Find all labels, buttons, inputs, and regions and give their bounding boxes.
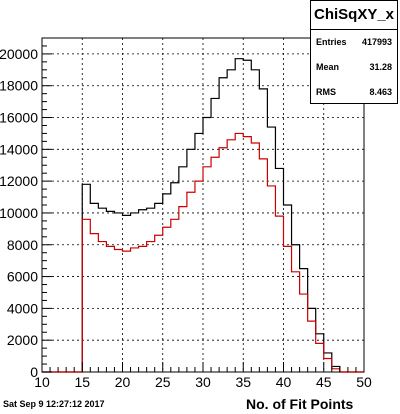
stats-mean-row: Mean 31.28 — [316, 62, 392, 72]
stats-title: ChiSqXY_x — [311, 1, 397, 30]
y-tick-label: 2000 — [7, 332, 38, 348]
y-tick-label: 16000 — [0, 110, 38, 126]
stats-entries-value: 417993 — [361, 37, 392, 47]
y-tick-label: 6000 — [7, 269, 38, 285]
y-tick-label: 20000 — [0, 46, 38, 62]
histogram-series — [42, 58, 364, 373]
x-tick-label: 50 — [356, 374, 372, 390]
x-tick-label: 30 — [195, 374, 211, 390]
x-tick-label: 45 — [316, 374, 332, 390]
stats-entries-row: Entries 417993 — [316, 37, 392, 47]
x-tick-label: 20 — [115, 374, 131, 390]
y-tick-label: 4000 — [7, 300, 38, 316]
axes: 10 15 20 25 30 35 40 45 50 0 2000 4000 6000 8000 10000… — [0, 37, 372, 390]
y-tick-label: 8000 — [7, 237, 38, 253]
y-tick-label: 10000 — [0, 205, 38, 221]
y-tick-label: 12000 — [0, 173, 38, 189]
stats-entries-label: Entries — [316, 37, 347, 47]
stats-rms-label: RMS — [316, 87, 336, 97]
x-tick-label: 25 — [155, 374, 171, 390]
histogram-series-2 — [42, 132, 364, 373]
stats-rms-value: 8.463 — [369, 87, 392, 97]
y-tick-label: 18000 — [0, 78, 38, 94]
x-tick-label: 15 — [74, 374, 90, 390]
stats-rms-row: RMS 8.463 — [316, 87, 392, 97]
x-tick-label: 40 — [276, 374, 292, 390]
x-axis-title: No. of Fit Points — [246, 396, 354, 412]
stats-mean-value: 31.28 — [369, 62, 392, 72]
y-tick-label: 0 — [30, 364, 38, 380]
y-tick-label: 14000 — [0, 141, 38, 157]
histogram-series-1 — [42, 58, 364, 373]
x-tick-label: 35 — [235, 374, 251, 390]
date-stamp: Sat Sep 9 12:27:12 2017 — [3, 399, 105, 409]
stats-mean-label: Mean — [316, 62, 340, 72]
stats-box: ChiSqXY_x Entries 417993 Mean 31.28 RMS … — [310, 0, 398, 104]
x-tick-label: 10 — [34, 374, 50, 390]
